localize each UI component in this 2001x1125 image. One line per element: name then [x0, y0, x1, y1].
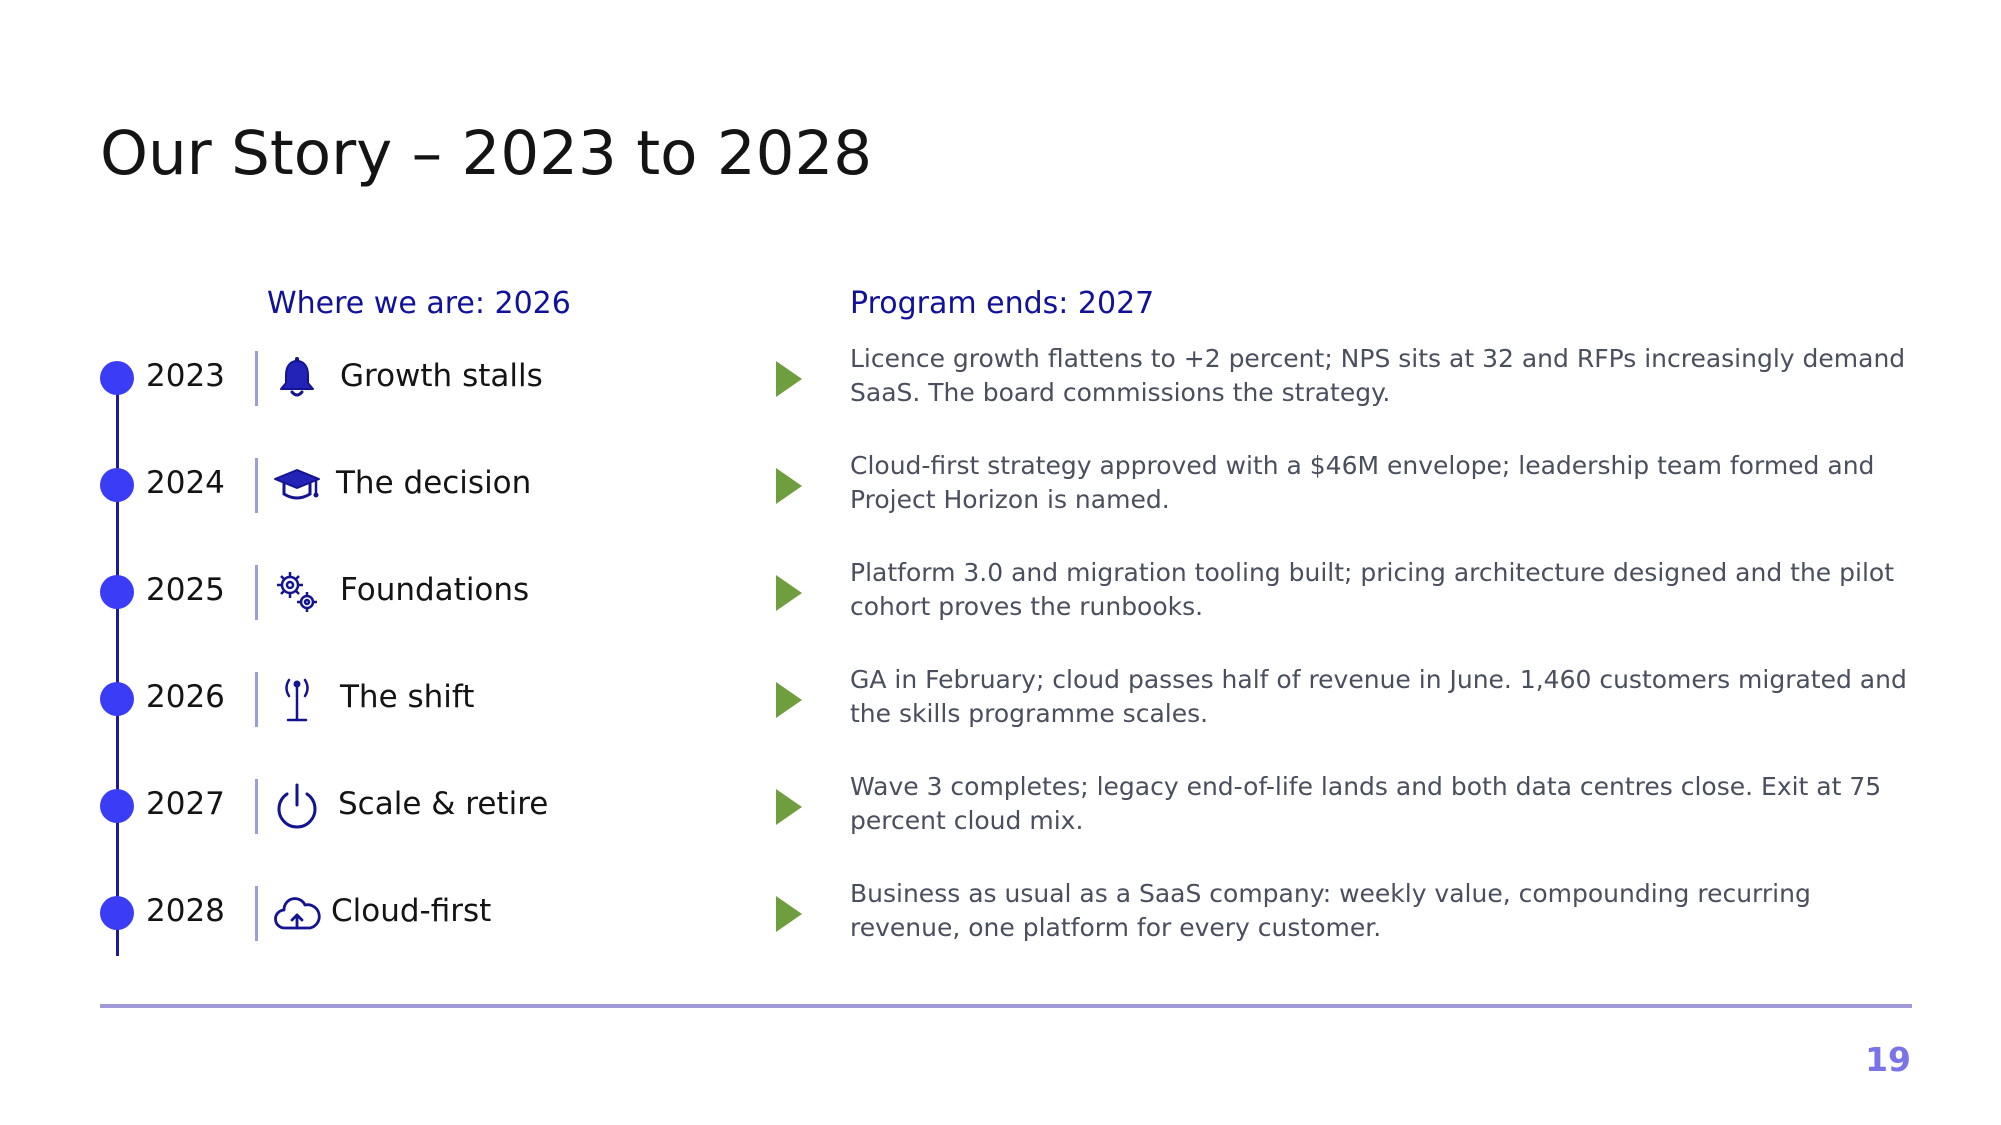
row-divider	[255, 565, 258, 620]
antenna-icon	[272, 674, 322, 724]
power-icon	[272, 781, 322, 831]
timeline-row-2023: 2023 Growth stalls Licence growth flatte…	[0, 326, 2001, 432]
milestone-label: Growth stalls	[340, 358, 543, 394]
row-divider	[255, 458, 258, 513]
milestone-description: Business as usual as a SaaS company: wee…	[850, 879, 1811, 942]
timeline-dot	[100, 789, 134, 823]
arrow-icon	[776, 896, 802, 932]
row-divider	[255, 779, 258, 834]
timeline-dot	[100, 468, 134, 502]
milestone-label: The decision	[336, 465, 532, 501]
timeline-row-2028: 2028 Cloud-first Business as usual as a …	[0, 861, 2001, 967]
milestone-label: Foundations	[340, 572, 530, 608]
arrow-icon	[776, 361, 802, 397]
timeline-dot	[100, 361, 134, 395]
timeline-year: 2026	[146, 679, 225, 715]
milestone-label: The shift	[340, 679, 475, 715]
timeline-dot	[100, 682, 134, 716]
arrow-icon	[776, 575, 802, 611]
cloud-upload-icon	[272, 888, 322, 938]
arrow-icon	[776, 789, 802, 825]
gears-icon	[272, 567, 322, 617]
arrow-icon	[776, 468, 802, 504]
timeline-year: 2024	[146, 465, 225, 501]
page-number: 19	[1865, 1040, 1911, 1079]
timeline-row-2025: 2025 Foundations Platform 3.0 and migrat…	[0, 540, 2001, 646]
milestone-description: Platform 3.0 and migration tooling built…	[850, 558, 1894, 621]
timeline-line	[116, 378, 119, 956]
bell-icon	[272, 353, 322, 403]
footer-rule	[100, 1004, 1912, 1008]
page-title: Our Story – 2023 to 2028	[100, 118, 873, 189]
timeline-year: 2028	[146, 893, 225, 929]
timeline-row-2024: 2024 The decision Cloud-first strategy a…	[0, 433, 2001, 539]
timeline-year: 2027	[146, 786, 225, 822]
row-divider	[255, 886, 258, 941]
graduation-cap-icon	[272, 460, 322, 510]
milestone-description: Cloud-first strategy approved with a $46…	[850, 451, 1875, 514]
timeline-dot	[100, 575, 134, 609]
milestone-label: Cloud-first	[331, 893, 492, 929]
timeline-year: 2023	[146, 358, 225, 394]
row-divider	[255, 351, 258, 406]
milestone-description: Wave 3 completes; legacy end-of-life lan…	[850, 772, 1882, 835]
arrow-icon	[776, 682, 802, 718]
timeline-row-2027: 2027 Scale & retire Wave 3 completes; le…	[0, 754, 2001, 860]
milestone-description: GA in February; cloud passes half of rev…	[850, 665, 1907, 728]
milestone-description: Licence growth flattens to +2 percent; N…	[850, 344, 1906, 407]
milestone-label: Scale & retire	[338, 786, 549, 822]
timeline-year: 2025	[146, 572, 225, 608]
timeline-row-2026: 2026 The shift GA in February; cloud pas…	[0, 647, 2001, 753]
timeline-dot	[100, 896, 134, 930]
row-divider	[255, 672, 258, 727]
program-end-heading: Program ends: 2027	[850, 286, 1155, 321]
current-status-heading: Where we are: 2026	[267, 286, 571, 321]
